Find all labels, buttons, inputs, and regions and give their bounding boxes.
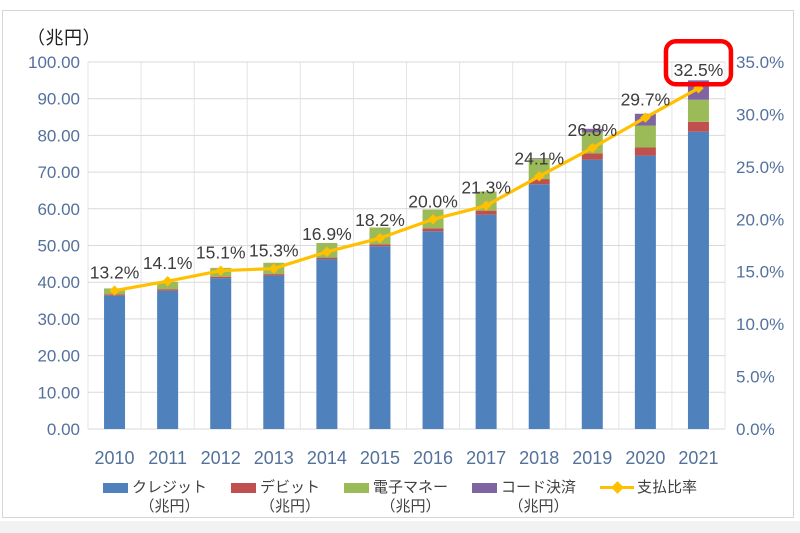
svg-text:5.0%: 5.0% xyxy=(736,368,775,387)
svg-text:2012: 2012 xyxy=(201,448,241,468)
legend-series-unit: （兆円） xyxy=(139,498,200,515)
svg-text:25.0%: 25.0% xyxy=(736,158,784,177)
chart-frame xyxy=(2,10,794,518)
svg-text:2016: 2016 xyxy=(413,448,453,468)
svg-text:24.1%: 24.1% xyxy=(514,148,564,168)
svg-text:40.00: 40.00 xyxy=(37,273,80,292)
svg-text:26.8%: 26.8% xyxy=(567,120,617,140)
svg-text:15.0%: 15.0% xyxy=(736,263,784,282)
legend-item-emoney: 電子マネー （兆円） xyxy=(343,478,448,516)
svg-text:50.00: 50.00 xyxy=(37,237,80,256)
svg-text:15.1%: 15.1% xyxy=(196,243,246,263)
legend-label-emoney: 電子マネー （兆円） xyxy=(373,478,448,516)
legend-item-debit: デビット （兆円） xyxy=(230,478,320,516)
legend-series-name: クレジット xyxy=(131,479,207,496)
legend-swatch-emoney-icon xyxy=(343,483,369,493)
svg-text:80.00: 80.00 xyxy=(37,126,80,145)
legend-label-code: コード決済 （兆円） xyxy=(501,478,576,516)
svg-text:20.0%: 20.0% xyxy=(408,191,458,211)
legend-series-name: 電子マネー xyxy=(372,479,448,496)
svg-text:30.0%: 30.0% xyxy=(736,105,784,124)
legend-swatch-code-icon xyxy=(472,483,497,493)
svg-text:2018: 2018 xyxy=(519,448,559,468)
legend-swatch-debit-icon xyxy=(230,483,256,493)
svg-text:16.9%: 16.9% xyxy=(302,224,352,244)
left-axis-tick-labels: 100.00 90.00 80.00 70.00 60.00 50.00 40.00 30.0… xyxy=(28,53,80,439)
legend-series-unit: （兆円） xyxy=(380,498,441,515)
svg-text:100.00: 100.00 xyxy=(28,53,80,72)
bars-credit xyxy=(104,131,709,430)
svg-text:14.1%: 14.1% xyxy=(143,253,193,273)
legend-series-name: コード決済 xyxy=(501,479,577,496)
svg-text:70.00: 70.00 xyxy=(37,163,80,182)
legend-series-unit: （兆円） xyxy=(259,498,320,515)
svg-text:13.2%: 13.2% xyxy=(90,263,140,283)
legend-swatch-credit-icon xyxy=(102,483,128,493)
chart-legend: クレジット （兆円） デビット （兆円） 電子マネー （兆円） コード決済 （兆円） 支払比率 xyxy=(0,478,800,516)
svg-text:2011: 2011 xyxy=(148,448,187,468)
legend-item-credit: クレジット （兆円） xyxy=(102,478,207,516)
svg-text:2020: 2020 xyxy=(625,448,665,468)
legend-item-code: コード決済 （兆円） xyxy=(472,478,576,516)
svg-text:0.0%: 0.0% xyxy=(736,420,775,439)
left-axis-title: （兆円） xyxy=(27,28,101,48)
svg-text:32.5%: 32.5% xyxy=(674,60,724,80)
svg-text:15.3%: 15.3% xyxy=(249,241,299,261)
svg-text:2021: 2021 xyxy=(678,448,718,468)
svg-text:60.00: 60.00 xyxy=(37,200,80,219)
svg-text:2014: 2014 xyxy=(307,448,347,468)
svg-text:30.00: 30.00 xyxy=(37,310,80,329)
horizontal-gridlines xyxy=(88,61,725,430)
svg-text:18.2%: 18.2% xyxy=(355,210,405,230)
svg-text:10.00: 10.00 xyxy=(37,383,80,402)
legend-line-marker-icon xyxy=(600,478,635,497)
legend-item-ratio: 支払比率 xyxy=(600,478,697,497)
footer-strip xyxy=(0,521,800,533)
svg-text:20.0%: 20.0% xyxy=(736,210,784,229)
svg-text:29.7%: 29.7% xyxy=(621,90,671,110)
svg-text:2017: 2017 xyxy=(466,448,506,468)
legend-label-debit: デビット （兆円） xyxy=(260,478,320,516)
legend-series-name: デビット xyxy=(259,479,320,496)
legend-series-unit: （兆円） xyxy=(508,498,569,515)
right-axis-tick-labels: 35.0% 30.0% 25.0% 20.0% 15.0% 10.0% 5.0% 0.0% xyxy=(736,53,784,439)
ratio-data-labels: 13.2% 14.1%15.1% 15.3%16.9%18.2%20.0%21.3%… xyxy=(90,60,724,282)
ratio-line-markers xyxy=(109,83,704,296)
svg-text:90.00: 90.00 xyxy=(37,90,80,109)
svg-text:2013: 2013 xyxy=(254,448,294,468)
svg-text:35.0%: 35.0% xyxy=(736,53,784,72)
svg-text:10.0%: 10.0% xyxy=(736,315,784,334)
svg-text:21.3%: 21.3% xyxy=(461,178,511,198)
svg-text:2019: 2019 xyxy=(572,448,612,468)
svg-text:2015: 2015 xyxy=(360,448,400,468)
legend-series-name: 支払比率 xyxy=(637,479,698,496)
x-axis-labels: 2010 2011 2012 2013 2014 2015 2016 2017 2018 2019… xyxy=(95,448,719,468)
ratio-line xyxy=(112,86,701,293)
legend-label-credit: クレジット （兆円） xyxy=(132,478,207,516)
svg-text:20.00: 20.00 xyxy=(37,347,80,366)
svg-text:0.00: 0.00 xyxy=(47,420,80,439)
svg-text:2010: 2010 xyxy=(95,448,135,468)
highlight-box xyxy=(663,38,734,87)
